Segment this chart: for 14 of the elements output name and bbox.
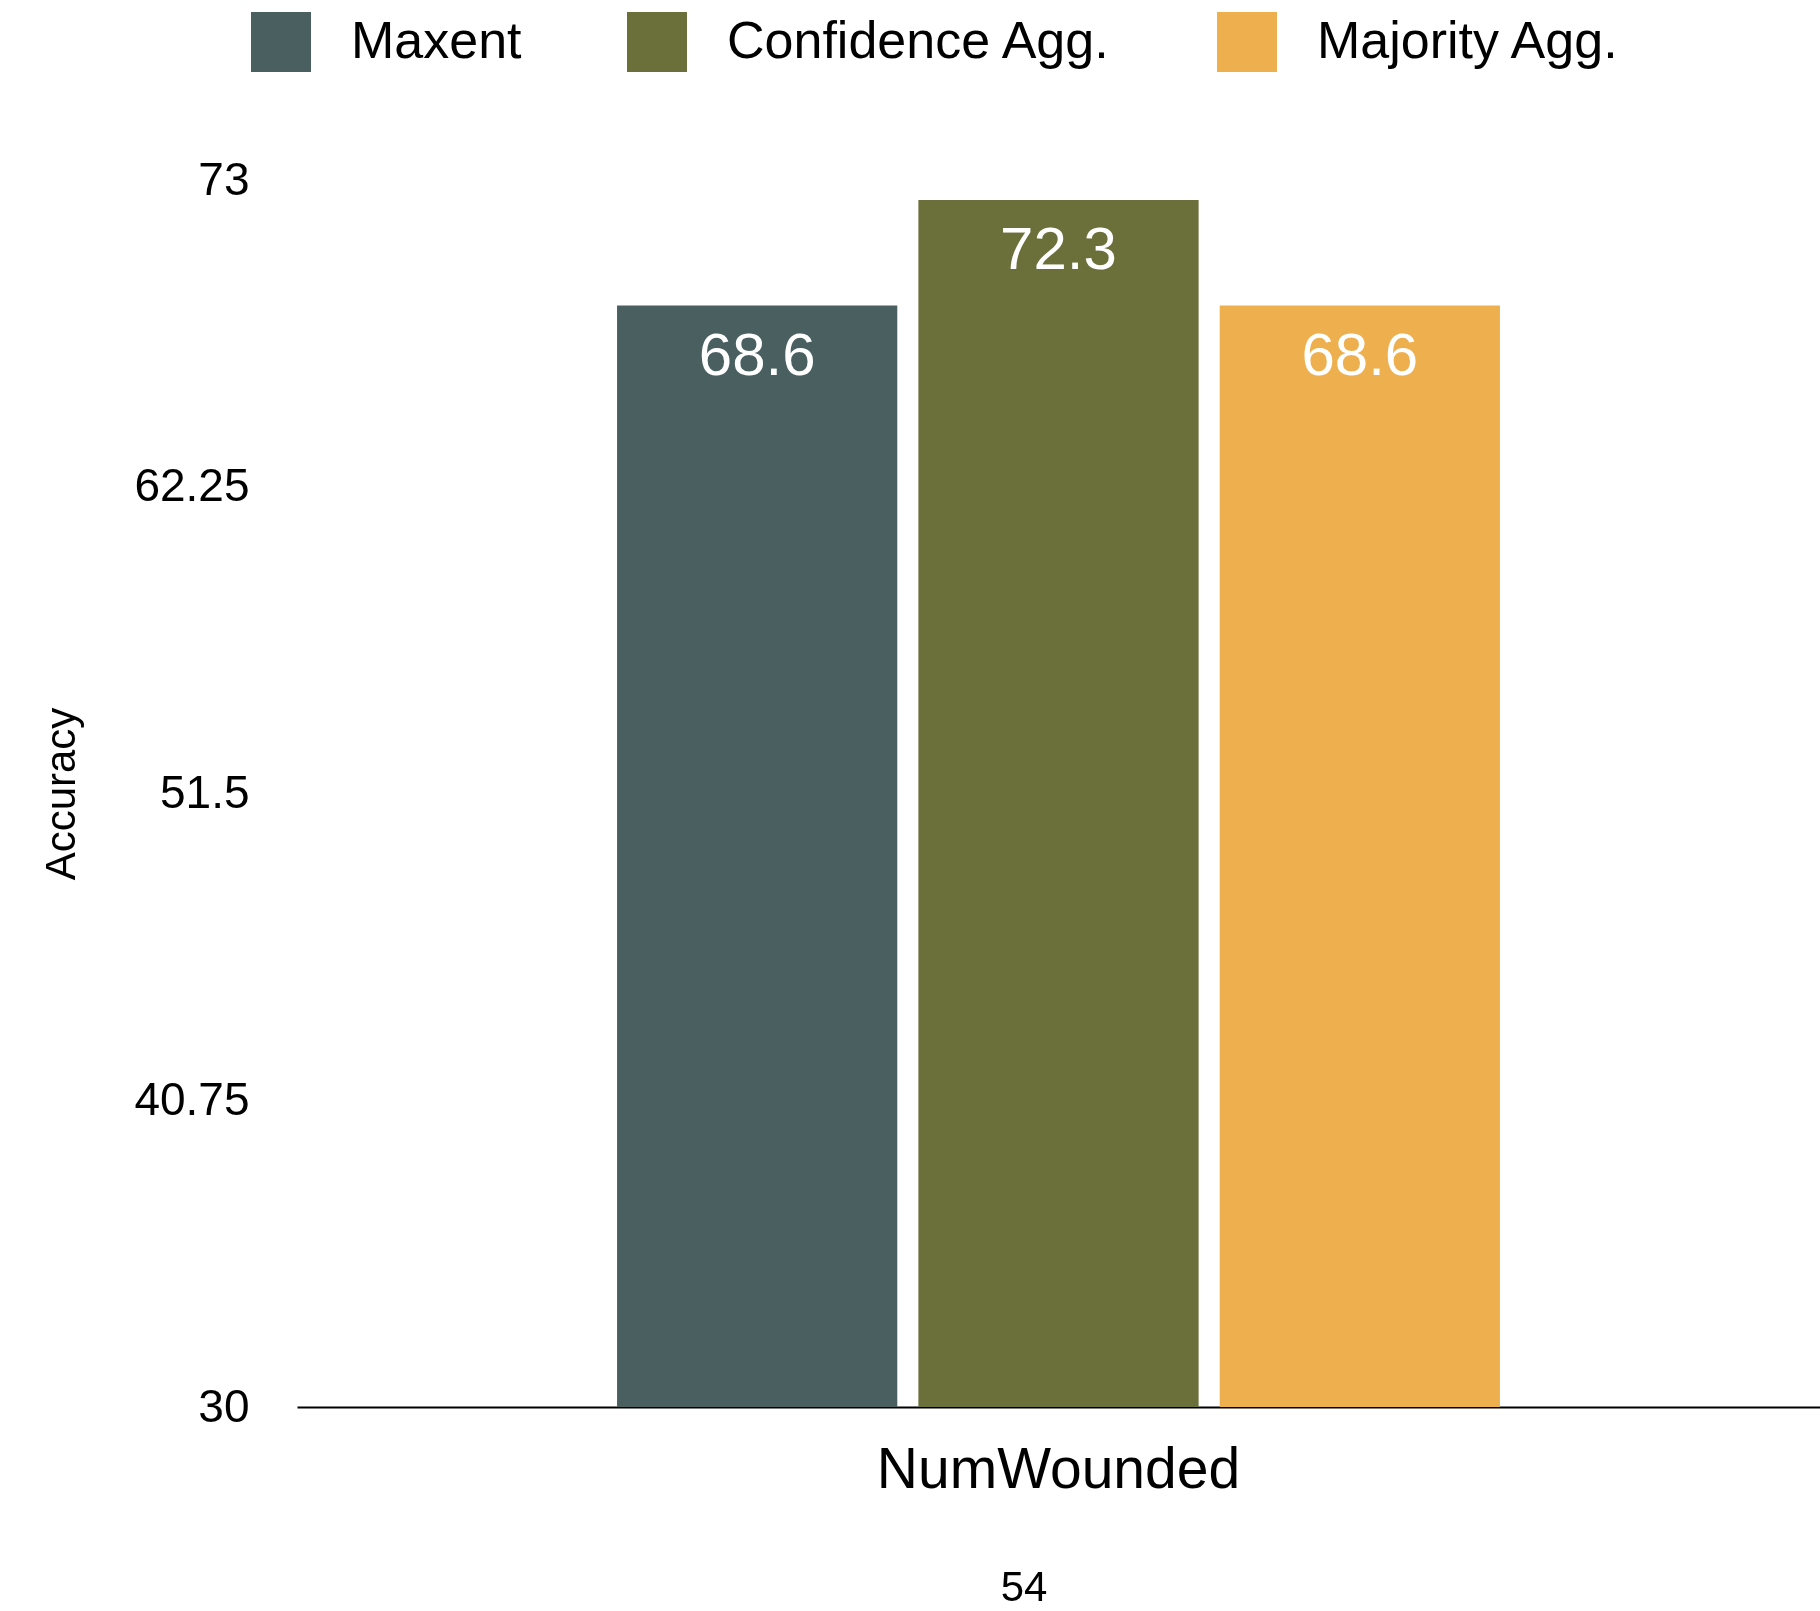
data-label: 68.6 [698, 320, 816, 388]
text: 54 [1000, 1563, 1048, 1610]
legend-label: Confidence Agg. [727, 11, 1109, 69]
y-tick-label: 51.5 [159, 766, 250, 818]
x-tick-label: NumWounded [876, 1435, 1241, 1500]
data-label: 68.6 [1301, 320, 1419, 388]
y-tick-label: 30 [198, 1379, 250, 1432]
y-tick-label: 40.75 [134, 1072, 250, 1125]
y-axis-title: Accuracy [37, 707, 85, 881]
data-label: 72.3 [1000, 214, 1117, 282]
legend-label: Maxent [351, 11, 523, 69]
legend-label: Majority Agg. [1317, 11, 1618, 69]
y-tick-label: 62.25 [134, 459, 250, 512]
y-tick-label: 73 [198, 152, 250, 205]
